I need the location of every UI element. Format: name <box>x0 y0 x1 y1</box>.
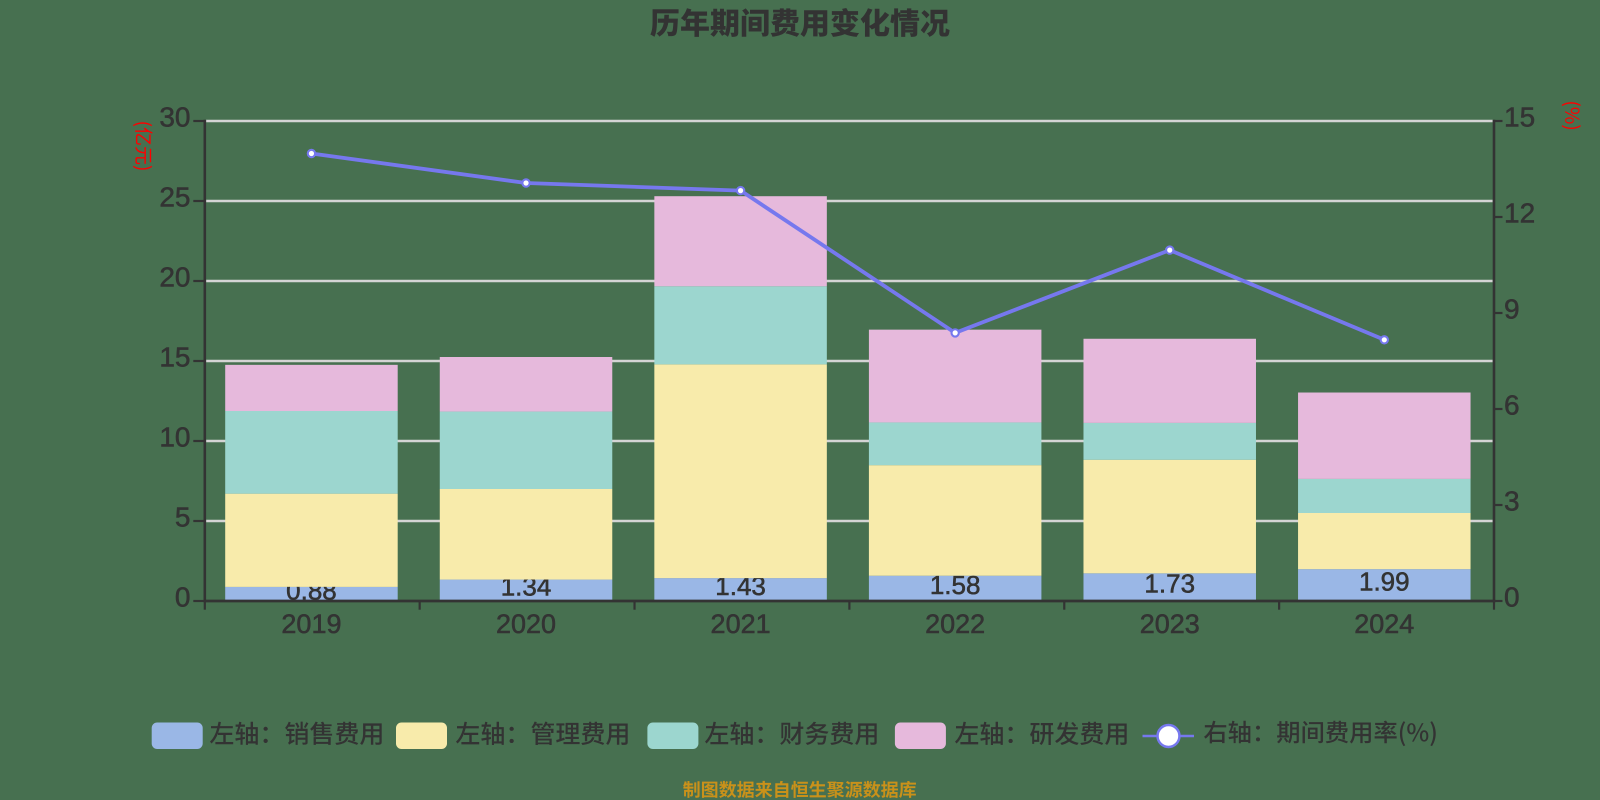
svg-text:1.58: 1.58 <box>930 570 981 600</box>
svg-text:15: 15 <box>1504 102 1535 133</box>
svg-text:9: 9 <box>1504 294 1520 325</box>
svg-text:30: 30 <box>159 102 190 133</box>
svg-text:2024: 2024 <box>1354 609 1414 639</box>
svg-text:1.43: 1.43 <box>715 571 766 601</box>
svg-text:25: 25 <box>159 182 190 213</box>
svg-text:0: 0 <box>1504 582 1520 613</box>
svg-text:2019: 2019 <box>281 609 341 639</box>
svg-text:2020: 2020 <box>496 609 556 639</box>
svg-text:20: 20 <box>159 262 190 293</box>
svg-text:5: 5 <box>175 502 191 533</box>
svg-text:12: 12 <box>1504 198 1535 229</box>
svg-text:2021: 2021 <box>711 609 771 639</box>
svg-text:0: 0 <box>175 582 191 613</box>
svg-text:10: 10 <box>159 422 190 453</box>
svg-text:6: 6 <box>1504 390 1520 421</box>
svg-text:1.73: 1.73 <box>1144 569 1195 599</box>
svg-text:2022: 2022 <box>925 609 985 639</box>
svg-text:3: 3 <box>1504 486 1520 517</box>
svg-text:1.34: 1.34 <box>501 572 552 602</box>
svg-text:2023: 2023 <box>1140 609 1200 639</box>
svg-text:1.99: 1.99 <box>1359 566 1410 596</box>
svg-text:15: 15 <box>159 342 190 373</box>
svg-text:0.88: 0.88 <box>286 575 337 605</box>
